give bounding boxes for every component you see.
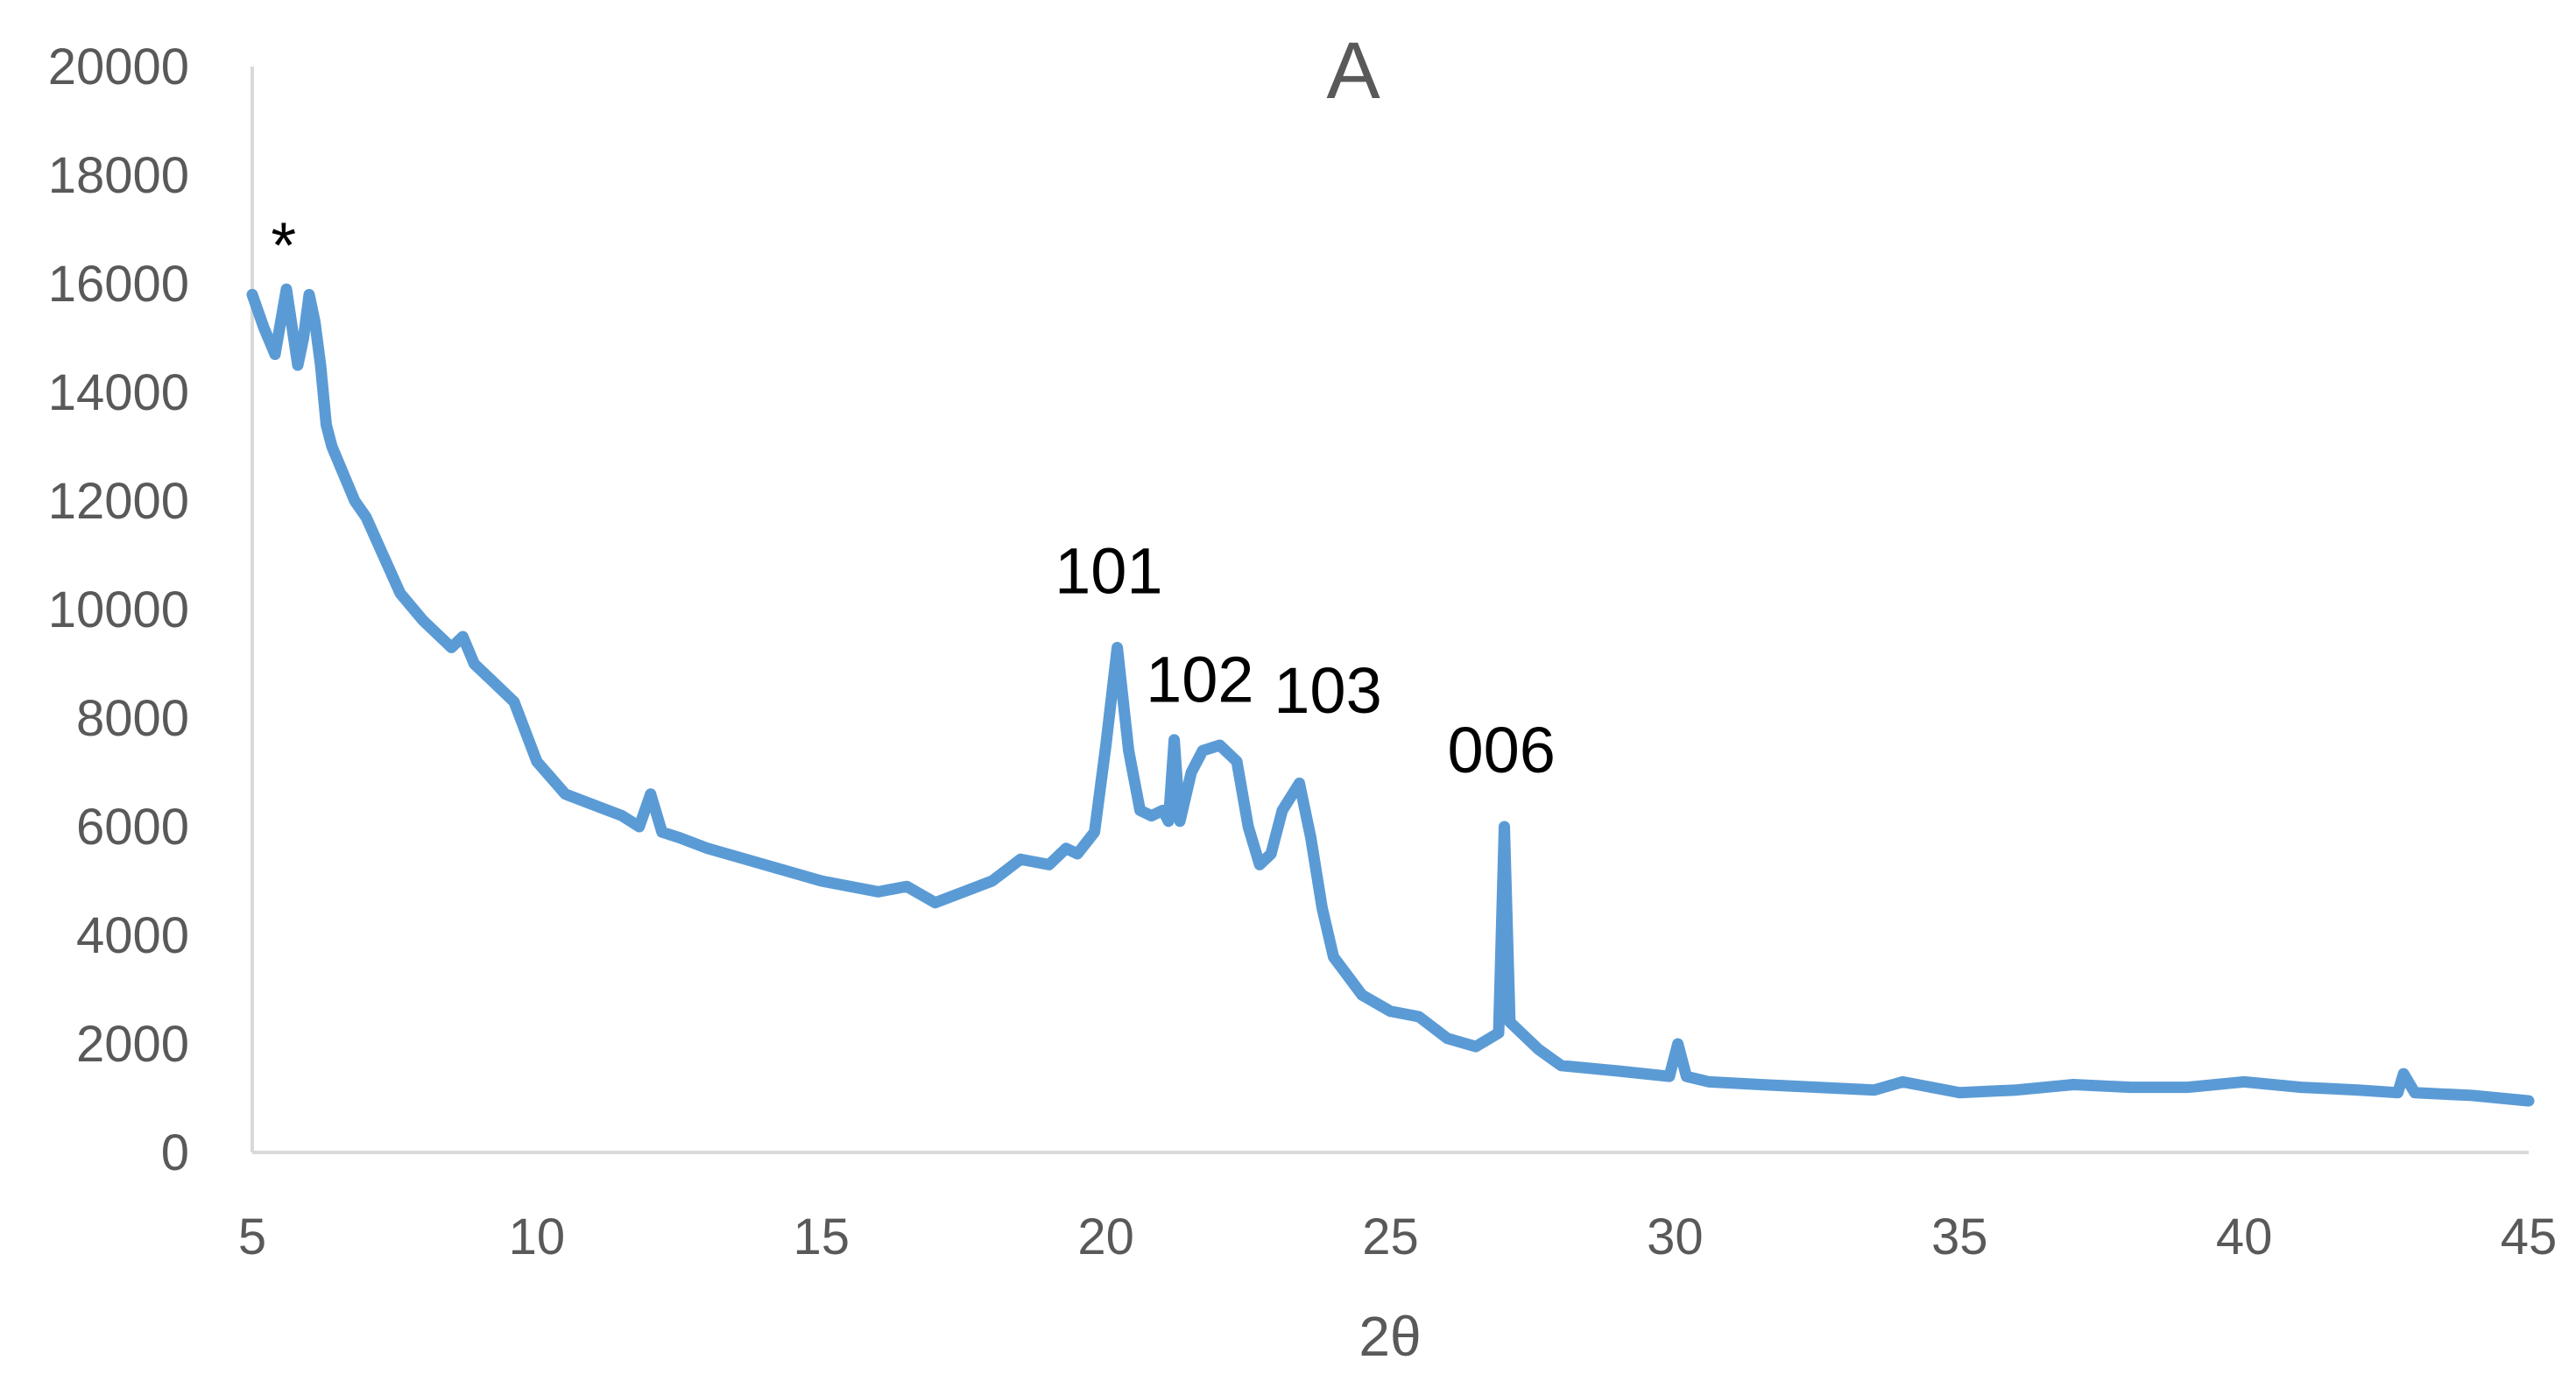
peak-label: 102 — [1146, 643, 1253, 715]
y-tick-label: 8000 — [76, 690, 189, 747]
x-tick-label: 25 — [1362, 1208, 1419, 1265]
x-axis-ticks: 5 10 15 20 25 30 35 40 45 — [238, 1208, 2557, 1265]
x-tick-label: 45 — [2501, 1208, 2558, 1265]
y-tick-label: 6000 — [76, 799, 189, 856]
diffraction-series-line — [246, 283, 2535, 1107]
x-tick-label: 40 — [2216, 1208, 2273, 1265]
y-tick-label: 0 — [161, 1124, 189, 1181]
y-tick-label: 2000 — [76, 1016, 189, 1073]
x-axis-label: 2θ — [1359, 1305, 1421, 1368]
y-tick-label: 18000 — [48, 147, 189, 204]
chart-title: A — [1326, 26, 1380, 116]
x-tick-label: 30 — [1647, 1208, 1704, 1265]
x-tick-label: 15 — [793, 1208, 850, 1265]
y-tick-label: 4000 — [76, 907, 189, 964]
x-tick-label: 5 — [238, 1208, 266, 1265]
peak-label: 101 — [1055, 534, 1162, 607]
y-tick-label: 12000 — [48, 473, 189, 530]
x-tick-label: 10 — [509, 1208, 566, 1265]
y-tick-label: 16000 — [48, 256, 189, 313]
y-tick-label: 14000 — [48, 364, 189, 421]
peak-label: 006 — [1447, 714, 1555, 786]
x-tick-label: 20 — [1077, 1208, 1134, 1265]
peak-annotations: * 101 102 103 006 — [271, 208, 1556, 786]
y-tick-label: 10000 — [48, 581, 189, 638]
peak-label: * — [271, 208, 296, 281]
x-tick-label: 35 — [1931, 1208, 1988, 1265]
y-axis-ticks: 0 2000 4000 6000 8000 10000 12000 14000 16000 180… — [48, 39, 189, 1181]
y-tick-label: 20000 — [48, 39, 189, 95]
peak-label: 103 — [1274, 654, 1381, 727]
